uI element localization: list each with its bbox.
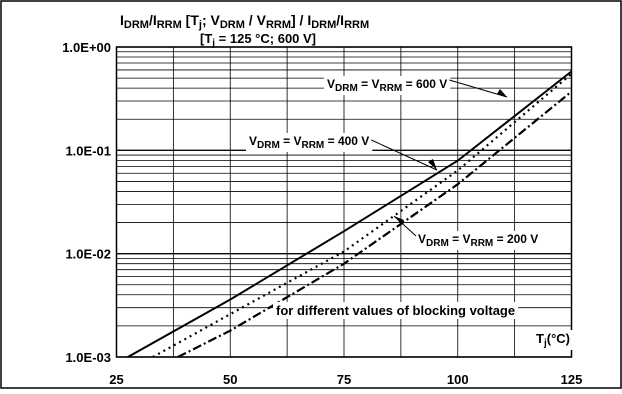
series-line-3 (177, 90, 572, 357)
label-400v-bg (246, 133, 373, 152)
label-600v: VDRM = VRRM = 600 V (327, 77, 447, 94)
leader-400v (371, 139, 438, 171)
label-200v: VDRM = VRRM = 200 V (418, 232, 538, 249)
label-600v-bg (324, 76, 451, 95)
x-tick-label: 100 (447, 372, 469, 387)
x-axis-label-bg (533, 330, 573, 350)
arrow-200v (394, 216, 404, 224)
label-200v-bg (415, 231, 542, 250)
y-tick-label: 1.0E-02 (65, 247, 111, 262)
ticks-layer: 25 50 75 100 125 1.0E-03 1.0E-02 1.0E-01 1.0E+00 (62, 40, 582, 387)
chart-subtitle: [Tj = 125 °C; 600 V] (200, 31, 316, 49)
plot-frame (115, 46, 573, 358)
leader-600v (449, 79, 508, 98)
series-layer (126, 70, 572, 357)
x-tick-label: 125 (561, 372, 583, 387)
y-tick-label: 1.0E-01 (65, 143, 111, 158)
chart-title: IDRM/IRRM [Tj; VDRM / VRRM] / IDRM/IRRM (120, 12, 369, 31)
arrow-400v (428, 159, 437, 170)
y-tick-label: 1.0E-03 (65, 350, 111, 365)
series-line-1 (126, 70, 572, 357)
x-tick-label: 50 (223, 372, 237, 387)
x-tick-label: 75 (337, 372, 351, 387)
arrow-600v (497, 89, 507, 97)
x-tick-label: 25 (109, 372, 123, 387)
note-bg (273, 302, 519, 319)
note-text: for different values of blocking voltage (276, 303, 515, 318)
y-tick-label: 1.0E+00 (62, 40, 111, 55)
label-400v: VDRM = VRRM = 400 V (249, 134, 369, 151)
labels-layer: VDRM = VRRM = 600 V VDRM = VRRM = 400 V VD… (246, 76, 573, 350)
